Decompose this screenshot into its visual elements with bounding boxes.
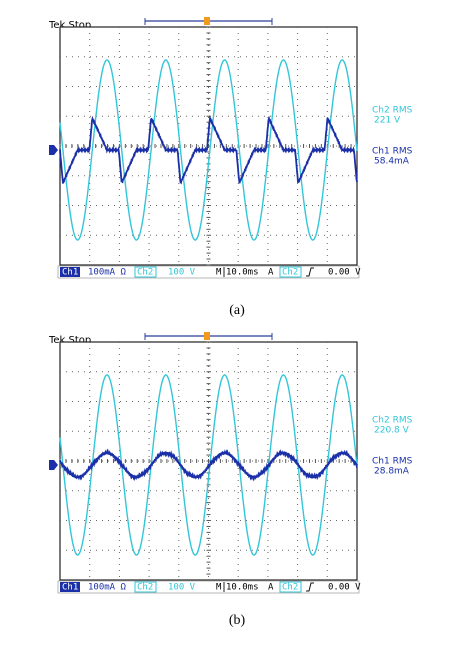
ground-marker [49,460,58,470]
readout-value: 58.4mA [374,157,410,167]
readout-value: 28.8mA [374,467,410,477]
ch1-label: Ch1 [62,268,78,278]
caption: (b) [229,613,246,628]
readout-label: Ch2 RMS [372,416,413,426]
status-bar [57,265,360,279]
ch1-scale: 100mA Ω [88,583,127,593]
trigger-level: 0.00 V [328,268,361,278]
ch2-scale: 100 V [168,268,196,278]
ch1-badge [60,267,80,277]
readout-label: Ch1 RMS [372,457,413,467]
ch1-current-trace [59,448,358,482]
ch2-badge [134,266,157,278]
ch2-badge [134,581,157,593]
trigger-marker [204,332,210,340]
ch1-label: Ch1 [62,583,78,593]
readout-label: Ch2 RMS [372,106,413,116]
timebase: 10.0ms [226,268,259,278]
ch2-voltage-trace [59,59,358,241]
trigger-mode: A [268,268,274,278]
ch2-trigger-badge [279,581,302,593]
readout-value: 221 V [374,116,401,126]
timebase-mode: M [216,268,222,278]
trigger-level: 0.00 V [328,583,361,593]
ground-marker [49,145,58,155]
timebase-mode: M [216,583,222,593]
readout-label: Ch1 RMS [372,147,413,157]
trigger-source: Ch2 [282,268,298,278]
scope-header: Tek Stop [48,335,91,346]
scope-header: Tek Stop [48,20,91,31]
ch2-scale: 100 V [168,583,196,593]
ch2-trigger-badge [279,266,302,278]
ch2-voltage-trace [59,374,358,556]
status-bar [57,580,360,594]
ch1-current-trace [59,115,358,185]
readout-value: 220.8 V [374,426,410,436]
trigger-marker [204,17,210,25]
ch2-label: Ch2 [137,268,153,278]
trigger-source: Ch2 [282,583,298,593]
caption: (a) [229,303,245,318]
ch2-label: Ch2 [137,583,153,593]
ch1-scale: 100mA Ω [88,268,127,278]
slope-icon [306,582,314,592]
trigger-mode: A [268,583,274,593]
slope-icon [306,267,314,277]
ch1-badge [60,582,80,592]
timebase: 10.0ms [226,583,259,593]
